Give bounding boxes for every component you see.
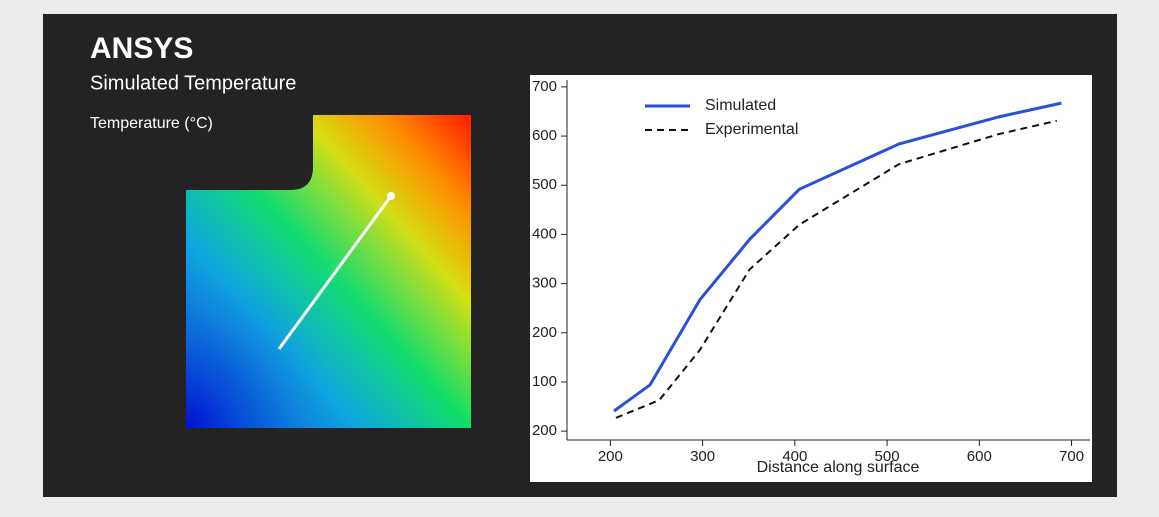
probe-point xyxy=(387,192,395,200)
plot: 200 100 200 300 400 500 600 700 200 300 400 500 600 7… xyxy=(532,78,1090,465)
contour-shade xyxy=(186,115,471,428)
x-tick-label: 300 xyxy=(690,448,715,465)
y-tick-label: 600 xyxy=(532,127,557,144)
y-tick-label: 500 xyxy=(532,176,557,193)
probe-line xyxy=(277,195,393,350)
x-tick-label: 600 xyxy=(967,448,992,465)
y-tick-label: 400 xyxy=(532,225,557,242)
app-title: ANSYS xyxy=(90,32,193,65)
legend-label: Simulated xyxy=(705,97,776,114)
series-line xyxy=(613,101,1062,413)
contour-plot xyxy=(186,115,471,428)
legend-label: Experimental xyxy=(705,121,798,138)
y-tick-label: 200 xyxy=(532,422,557,439)
y-tick-label: 700 xyxy=(532,78,557,95)
contour-label: Temperature (°C) xyxy=(90,115,213,132)
x-axis-label: Distance along surface xyxy=(757,459,920,476)
y-tick-label: 100 xyxy=(532,373,557,390)
y-tick-label: 300 xyxy=(532,275,557,292)
app-subtitle: Simulated Temperature xyxy=(90,72,296,94)
x-tick-label: 400 xyxy=(782,448,807,465)
x-tick-label: 200 xyxy=(598,448,623,465)
x-tick-label: 500 xyxy=(875,448,900,465)
x-tick-label: 700 xyxy=(1059,448,1084,465)
y-tick-label: 200 xyxy=(532,324,557,341)
y-axis-label: Temperatue (°C) xyxy=(499,205,516,315)
chart-panel xyxy=(530,75,1092,482)
